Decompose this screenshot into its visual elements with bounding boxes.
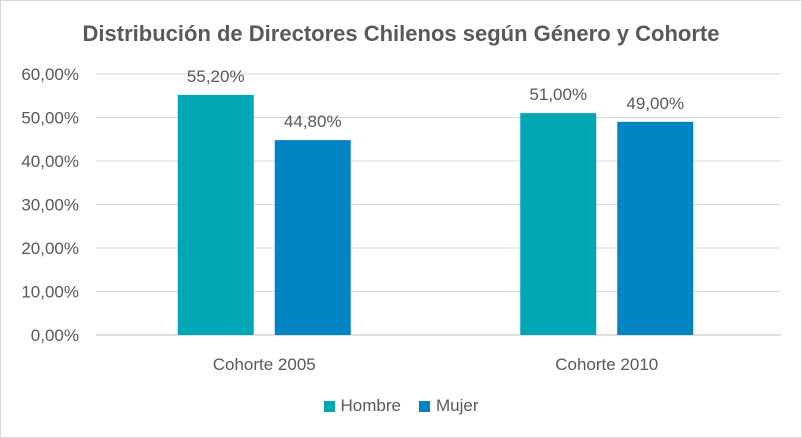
y-tick-label: 20,00% xyxy=(21,239,79,258)
bar xyxy=(274,140,351,335)
legend-swatch-hombre xyxy=(323,400,335,412)
legend-swatch-mujer xyxy=(418,400,430,412)
x-tick-label: Cohorte 2005 xyxy=(213,355,316,374)
legend-label-hombre: Hombre xyxy=(340,396,401,415)
data-label: 51,00% xyxy=(529,85,587,104)
data-label: 44,80% xyxy=(284,112,342,131)
y-tick-label: 40,00% xyxy=(21,152,79,171)
data-label: 49,00% xyxy=(626,94,684,113)
y-tick-label: 30,00% xyxy=(21,196,79,215)
chart-title: Distribución de Directores Chilenos segú… xyxy=(82,21,720,46)
y-tick-label: 0,00% xyxy=(31,326,79,345)
legend-item-mujer: Mujer xyxy=(418,396,479,416)
x-tick-label: Cohorte 2010 xyxy=(555,355,658,374)
y-tick-label: 50,00% xyxy=(21,109,79,128)
data-label: 55,20% xyxy=(187,67,245,86)
y-tick-label: 10,00% xyxy=(21,283,79,302)
bar xyxy=(177,94,254,335)
bar xyxy=(520,113,597,336)
y-tick-label: 60,00% xyxy=(21,65,79,84)
legend: Hombre Mujer xyxy=(1,396,801,416)
legend-label-mujer: Mujer xyxy=(435,396,479,415)
bar xyxy=(617,121,694,335)
legend-item-hombre: Hombre xyxy=(323,396,401,416)
